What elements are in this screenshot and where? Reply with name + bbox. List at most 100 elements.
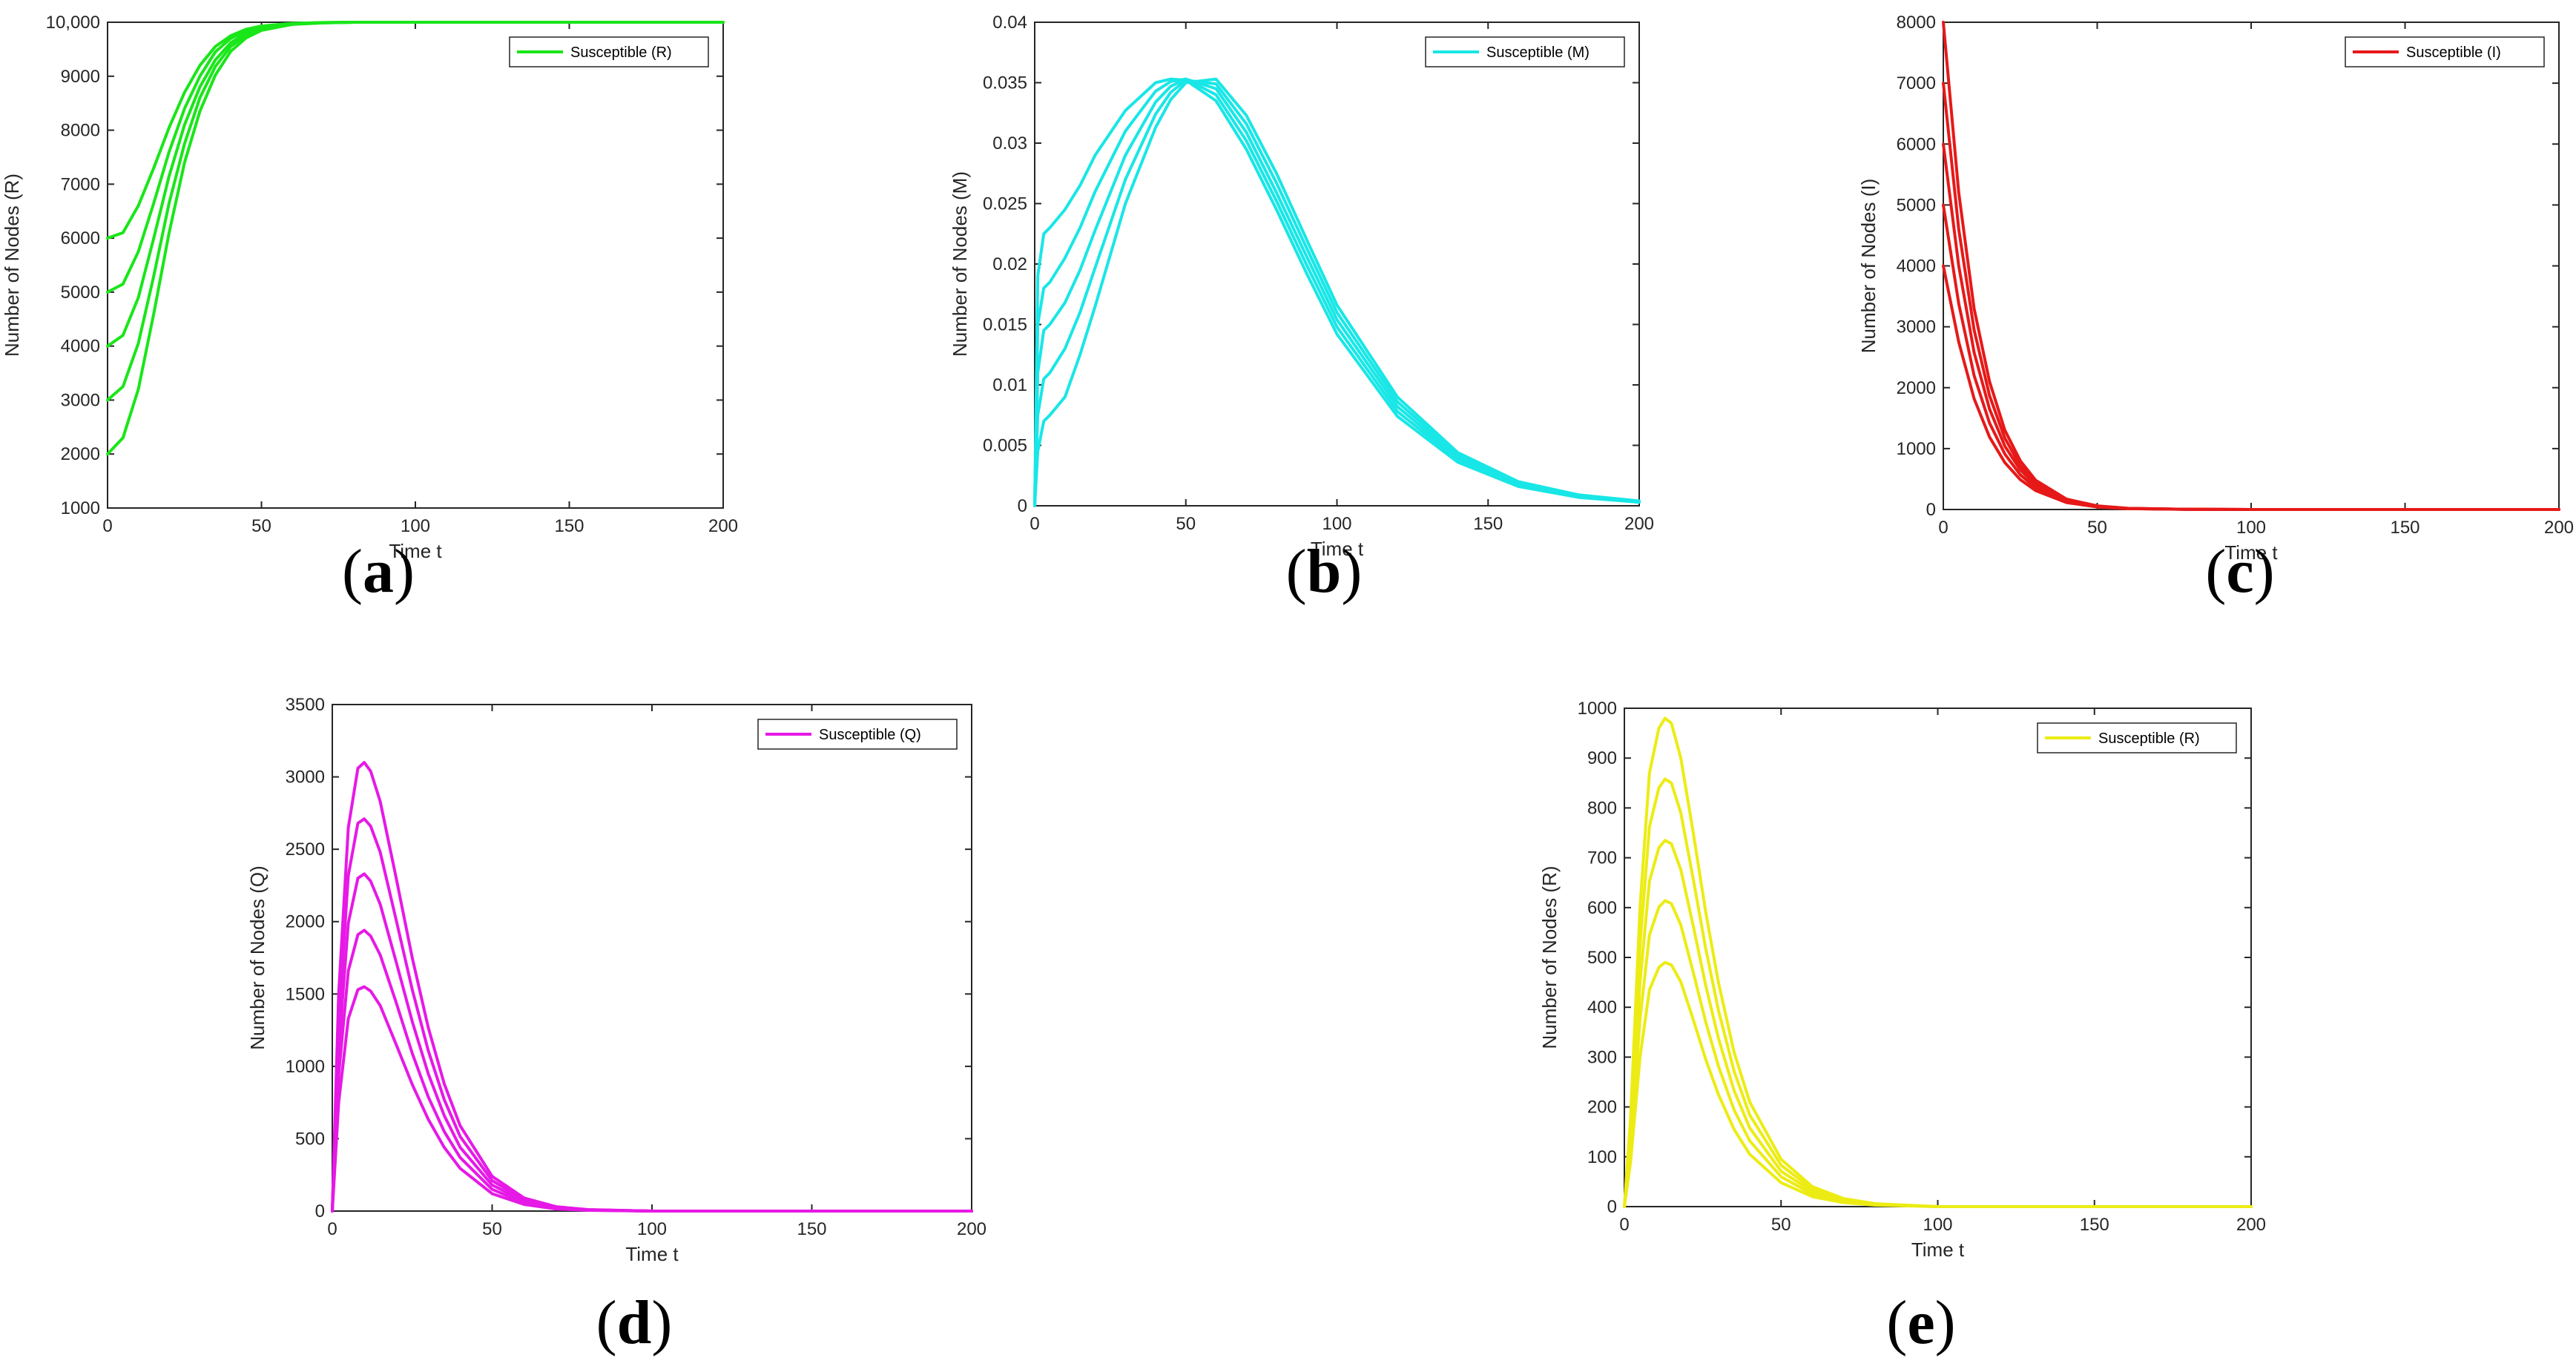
- x-tick-label-e: 100: [1923, 1215, 1952, 1235]
- series-line-d: [331, 985, 973, 1213]
- x-tick-label-b: 50: [1176, 514, 1196, 534]
- y-tick-label-e: 400: [1587, 997, 1617, 1018]
- x-axis-label-e: Time t: [1911, 1239, 1965, 1261]
- panel-label-c: (c): [2205, 537, 2275, 606]
- x-tick-label-b: 150: [1473, 514, 1503, 534]
- y-tick-label-d: 500: [295, 1129, 325, 1149]
- y-tick-label-b: 0.005: [983, 436, 1027, 456]
- x-tick-label-a: 200: [708, 516, 738, 536]
- y-tick-label-e: 500: [1587, 948, 1617, 968]
- y-tick-label-d: 3000: [286, 768, 325, 788]
- series-line-b: [1033, 77, 1641, 507]
- y-tick-label-a: 5000: [61, 283, 100, 303]
- x-tick-label-e: 150: [2080, 1215, 2109, 1235]
- y-tick-label-a: 1000: [61, 498, 100, 518]
- y-tick-label-a: 3000: [61, 390, 100, 410]
- y-tick-label-b: 0.015: [983, 315, 1027, 335]
- x-tick-label-d: 0: [327, 1219, 337, 1239]
- panel-label-d: (d): [596, 1288, 673, 1357]
- y-tick-label-e: 1000: [1578, 699, 1617, 719]
- series-line-e: [1623, 960, 2253, 1208]
- y-axis-label-e: Number of Nodes (R): [1538, 865, 1561, 1049]
- y-tick-label-c: 3000: [1897, 317, 1936, 337]
- y-tick-label-e: 100: [1587, 1147, 1617, 1167]
- y-tick-label-d: 2500: [286, 840, 325, 860]
- y-axis-label-c: Number of Nodes (I): [1857, 179, 1880, 354]
- y-tick-label-a: 8000: [61, 121, 100, 141]
- legend-label-d: Susceptible (Q): [819, 727, 921, 743]
- y-tick-label-d: 2000: [286, 912, 325, 932]
- y-tick-label-b: 0.02: [992, 254, 1027, 274]
- y-tick-label-c: 1000: [1897, 439, 1936, 459]
- x-tick-label-d: 150: [797, 1219, 826, 1239]
- x-tick-label-c: 50: [2087, 518, 2107, 538]
- y-tick-label-a: 9000: [61, 67, 100, 87]
- x-tick-label-a: 0: [102, 516, 112, 536]
- y-tick-label-d: 1000: [286, 1057, 325, 1077]
- x-tick-label-c: 100: [2236, 518, 2266, 538]
- y-tick-label-d: 3500: [286, 695, 325, 715]
- y-tick-label-e: 900: [1587, 748, 1617, 768]
- plot-area-c: [1943, 22, 2560, 510]
- chart-d: 0 50 100 150 2000500100015002000250030003500…: [246, 695, 986, 1265]
- y-tick-label-d: 1500: [286, 984, 325, 1004]
- legend-label-a: Susceptible (R): [570, 44, 672, 61]
- legend-label-e: Susceptible (R): [2098, 730, 2200, 747]
- y-tick-label-a: 4000: [61, 337, 100, 357]
- plot-area-e: [1624, 708, 2252, 1207]
- chart-b: 0 50 100 150 200 0 0.005 0.01 0.015 0.02 0.025 0.03…: [949, 13, 1654, 560]
- x-tick-label-a: 150: [554, 516, 584, 536]
- x-tick-label-e: 0: [1619, 1215, 1629, 1235]
- series-line-c: [1942, 264, 2560, 511]
- y-tick-label-c: 0: [1926, 500, 1936, 520]
- x-tick-label-d: 100: [637, 1219, 667, 1239]
- panel-label-b: (b): [1285, 537, 1363, 606]
- y-axis-label-b: Number of Nodes (M): [949, 171, 971, 357]
- series-line-a: [106, 21, 725, 456]
- y-axis-label-a: Number of Nodes (R): [1, 174, 23, 357]
- y-tick-label-d: 0: [315, 1201, 325, 1221]
- x-axis-label-d: Time t: [625, 1243, 679, 1265]
- panel-label-e: (e): [1886, 1288, 1956, 1357]
- legend-label-c: Susceptible (I): [2406, 44, 2501, 61]
- y-tick-label-b: 0.035: [983, 73, 1027, 93]
- x-tick-label-c: 150: [2390, 518, 2419, 538]
- chart-c: 0 50 100 150 2000100020003000400050006000700…: [1857, 13, 2574, 564]
- x-tick-label-b: 100: [1322, 514, 1351, 534]
- plot-area-a: [107, 22, 724, 509]
- panel-label-a: (a): [342, 537, 415, 606]
- y-tick-label-a: 7000: [61, 174, 100, 194]
- y-tick-label-b: 0.04: [992, 13, 1027, 33]
- y-tick-label-e: 0: [1607, 1197, 1617, 1217]
- x-tick-label-a: 50: [251, 516, 271, 536]
- y-tick-label-a: 6000: [61, 228, 100, 248]
- y-tick-label-c: 6000: [1897, 134, 1936, 154]
- x-tick-label-d: 50: [482, 1219, 502, 1239]
- series-line-b: [1033, 79, 1641, 507]
- y-tick-label-e: 300: [1587, 1047, 1617, 1067]
- legend-label-b: Susceptible (M): [1486, 44, 1590, 61]
- y-tick-label-b: 0.01: [992, 375, 1027, 395]
- y-tick-label-a: 10,000: [46, 13, 100, 33]
- y-tick-label-e: 700: [1587, 848, 1617, 868]
- y-tick-label-c: 5000: [1897, 195, 1936, 215]
- chart-e: 0 50 100 150 200 0 100 200 300 400 500 600 700 800 900…: [1538, 699, 2266, 1261]
- y-tick-label-e: 600: [1587, 898, 1617, 918]
- y-tick-label-e: 200: [1587, 1098, 1617, 1118]
- y-tick-label-b: 0: [1018, 496, 1027, 516]
- x-axis-label-a: Time t: [389, 540, 442, 562]
- y-tick-label-b: 0.025: [983, 194, 1027, 214]
- x-axis-label-b: Time t: [1311, 538, 1364, 560]
- y-axis-label-d: Number of Nodes (Q): [246, 865, 269, 1050]
- x-tick-label-b: 0: [1030, 514, 1039, 534]
- x-tick-label-d: 200: [957, 1219, 986, 1239]
- y-tick-label-b: 0.03: [992, 133, 1027, 154]
- y-tick-label-c: 2000: [1897, 378, 1936, 398]
- plot-area-d: [332, 704, 972, 1212]
- x-axis-label-c: Time t: [2224, 541, 2278, 564]
- x-tick-label-c: 0: [1938, 518, 1948, 538]
- y-tick-label-c: 8000: [1897, 13, 1936, 33]
- x-tick-label-c: 200: [2544, 518, 2574, 538]
